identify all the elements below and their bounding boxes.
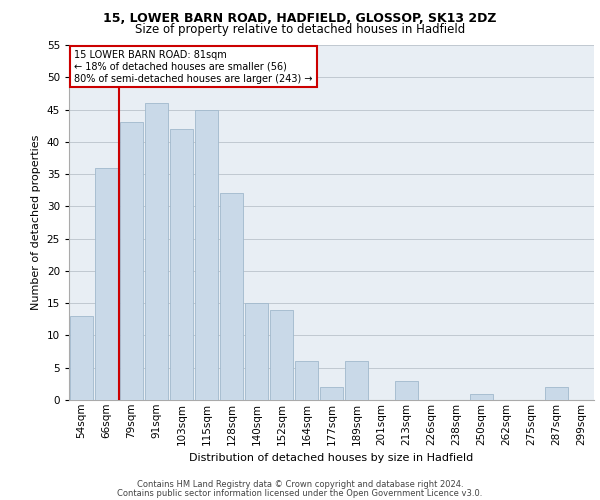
Bar	[269, 310, 293, 400]
Bar	[145, 103, 169, 400]
Text: Contains HM Land Registry data © Crown copyright and database right 2024.: Contains HM Land Registry data © Crown c…	[137, 480, 463, 489]
Bar	[170, 129, 193, 400]
Bar	[320, 387, 343, 400]
Bar	[344, 362, 368, 400]
Bar	[470, 394, 493, 400]
Y-axis label: Number of detached properties: Number of detached properties	[31, 135, 41, 310]
Text: 15, LOWER BARN ROAD, HADFIELD, GLOSSOP, SK13 2DZ: 15, LOWER BARN ROAD, HADFIELD, GLOSSOP, …	[103, 12, 497, 26]
Text: Size of property relative to detached houses in Hadfield: Size of property relative to detached ho…	[135, 22, 465, 36]
Bar	[545, 387, 568, 400]
Bar	[70, 316, 94, 400]
Bar	[295, 362, 319, 400]
Bar	[395, 380, 418, 400]
Text: 15 LOWER BARN ROAD: 81sqm
← 18% of detached houses are smaller (56)
80% of semi-: 15 LOWER BARN ROAD: 81sqm ← 18% of detac…	[74, 50, 313, 84]
Bar	[194, 110, 218, 400]
Text: Contains public sector information licensed under the Open Government Licence v3: Contains public sector information licen…	[118, 488, 482, 498]
X-axis label: Distribution of detached houses by size in Hadfield: Distribution of detached houses by size …	[190, 453, 473, 463]
Bar	[119, 122, 143, 400]
Bar	[95, 168, 118, 400]
Bar	[245, 303, 268, 400]
Bar	[220, 194, 244, 400]
